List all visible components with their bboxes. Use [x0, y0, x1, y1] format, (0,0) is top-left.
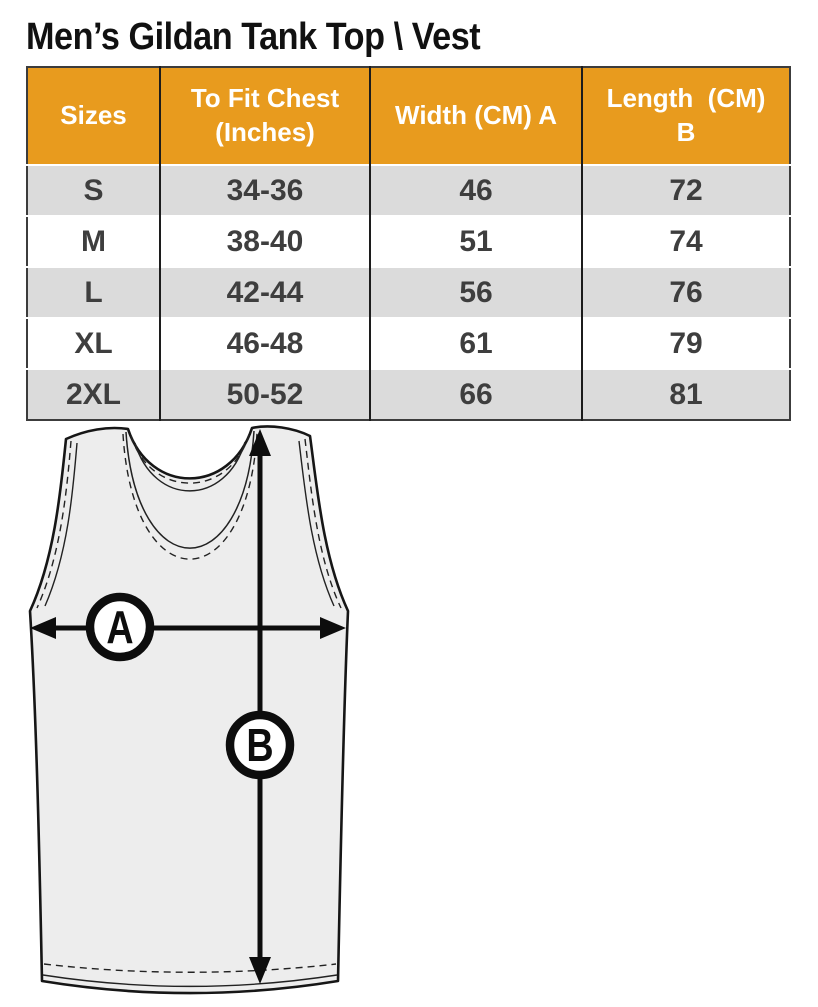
table-row-s: S 34-36 46 72 [27, 165, 790, 216]
header-row: Sizes To Fit Chest (Inches) Width (CM) A… [27, 67, 790, 165]
table-row-l: L 42-44 56 76 [27, 267, 790, 318]
length-label-badge: B [225, 710, 295, 780]
size-cell: 2XL [65, 377, 122, 411]
length-cell: 72 [581, 165, 790, 216]
page-title: Men’s Gildan Tank Top \ Vest [26, 16, 481, 58]
width-cell: 56 [369, 267, 582, 318]
table-row-2xl: 2XL 50-52 66 81 [27, 369, 790, 420]
hem-fold-line [42, 974, 338, 987]
chest-cell: 34-36 [159, 165, 370, 216]
column-header-width: Width (CM) A [369, 67, 582, 165]
chest-cell: 46-48 [159, 318, 370, 369]
size-cell: L [84, 275, 103, 309]
size-cell: M [81, 224, 106, 258]
chest-cell: 50-52 [159, 369, 370, 420]
table-row-m: M 38-40 51 74 [27, 216, 790, 267]
size-chart-table: Sizes To Fit Chest (Inches) Width (CM) A… [26, 66, 791, 421]
hem-stitch-line [43, 963, 337, 973]
length-cell: 74 [581, 216, 790, 267]
length-label-letter: B [246, 719, 273, 770]
front-neck-edge-line [125, 430, 255, 549]
left-armhole-stitch-line [36, 440, 72, 609]
chest-cell: 42-44 [159, 267, 370, 318]
column-header-chest: To Fit Chest (Inches) [159, 67, 370, 165]
size-cell: S [83, 173, 104, 207]
size-cell: XL [74, 326, 113, 360]
right-armhole-stitch-line [304, 438, 342, 609]
column-header-sizes: Sizes [27, 67, 160, 165]
width-cell: 46 [369, 165, 582, 216]
width-cell: 51 [369, 216, 582, 267]
column-header-length: Length (CM) B [581, 67, 790, 165]
length-arrow [249, 429, 271, 984]
right-armhole-binding-line [298, 440, 335, 607]
back-neck-binding-line [134, 441, 246, 492]
length-cell: 81 [581, 369, 790, 420]
length-cell: 79 [581, 318, 790, 369]
chest-cell: 38-40 [159, 216, 370, 267]
width-label-badge: A [85, 592, 155, 662]
width-label-letter: A [106, 601, 133, 652]
left-armhole-binding-line [44, 442, 78, 607]
length-cell: 76 [581, 267, 790, 318]
width-cell: 66 [369, 369, 582, 420]
width-cell: 61 [369, 318, 582, 369]
tank-top-measurement-diagram: A B [28, 425, 350, 995]
tank-top-outline [28, 425, 350, 995]
table-row-xl: XL 46-48 61 79 [27, 318, 790, 369]
